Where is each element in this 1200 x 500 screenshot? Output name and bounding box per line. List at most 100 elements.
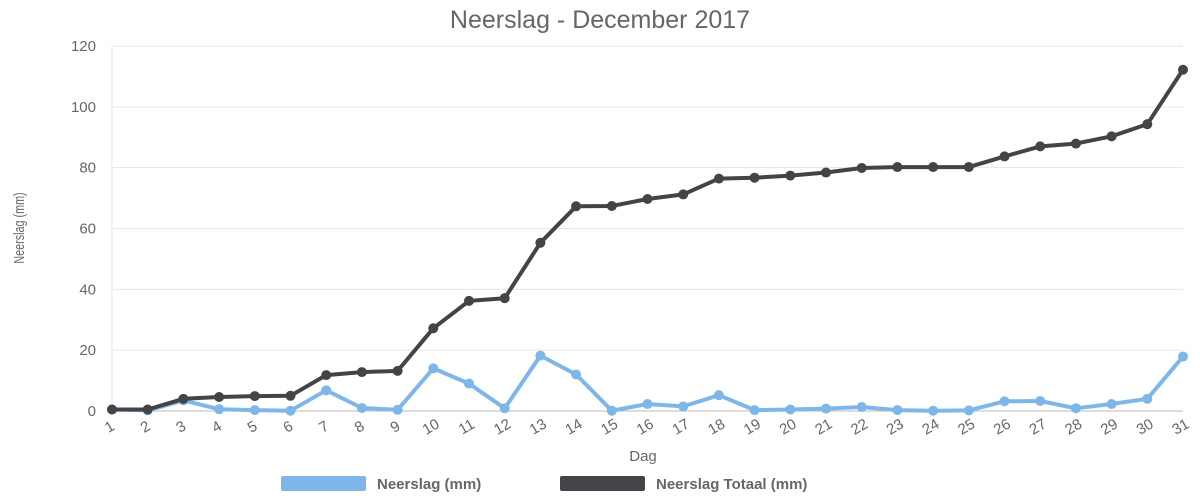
y-tick-label: 0 (88, 403, 96, 420)
data-point[interactable] (285, 405, 296, 416)
data-point[interactable] (713, 173, 724, 184)
data-point[interactable] (892, 162, 903, 173)
data-point[interactable] (214, 392, 225, 403)
x-tick-label: 20 (777, 416, 800, 439)
data-point[interactable] (392, 365, 403, 376)
data-point[interactable] (571, 369, 582, 380)
x-tick-label: 28 (1062, 416, 1085, 439)
data-point[interactable] (963, 405, 974, 416)
data-point[interactable] (1070, 138, 1081, 149)
data-point[interactable] (214, 404, 225, 415)
data-point[interactable] (392, 404, 403, 415)
x-tick-label: 10 (420, 416, 443, 439)
x-tick-label: 23 (884, 416, 907, 439)
x-tick-label: 24 (919, 416, 942, 439)
data-point[interactable] (356, 402, 367, 413)
x-tick-label: 1 (102, 418, 118, 437)
data-point[interactable] (606, 405, 617, 416)
series-layer (107, 64, 1188, 416)
data-point[interactable] (1178, 64, 1188, 75)
x-tick-label: 12 (491, 416, 514, 439)
x-axis-ticks: 1 2 3 4 5 6 7 8 9 10 11 12 13 14 15 16 17 18 19 20 21 22 23 24 2… (102, 416, 1192, 439)
data-point[interactable] (1178, 351, 1188, 362)
x-tick-label: 18 (705, 416, 728, 439)
y-tick-label: 60 (79, 221, 96, 238)
y-tick-label: 100 (71, 99, 96, 116)
data-point[interactable] (428, 323, 439, 334)
data-point[interactable] (928, 162, 939, 173)
data-point[interactable] (928, 405, 939, 416)
x-tick-label: 21 (812, 416, 835, 439)
x-tick-label: 25 (955, 416, 978, 439)
data-point[interactable] (999, 151, 1010, 162)
x-tick-label: 14 (562, 416, 585, 439)
data-point[interactable] (107, 404, 117, 415)
x-tick-label: 9 (387, 418, 403, 437)
x-tick-label: 4 (209, 418, 225, 437)
x-tick-label: 17 (669, 416, 692, 439)
x-tick-label: 19 (741, 416, 764, 439)
data-point[interactable] (642, 193, 653, 204)
data-point[interactable] (821, 403, 831, 414)
legend-swatch-neerslag-totaal[interactable] (560, 476, 645, 491)
legend-label-neerslag[interactable]: Neerslag (mm) (377, 476, 481, 493)
data-point[interactable] (535, 237, 546, 248)
x-axis-label: Dag (629, 448, 657, 465)
x-tick-label: 2 (138, 418, 154, 437)
data-point[interactable] (963, 162, 974, 173)
data-point[interactable] (1070, 403, 1081, 414)
data-point[interactable] (856, 162, 867, 173)
x-tick-label: 13 (527, 416, 550, 439)
data-point[interactable] (499, 403, 510, 414)
y-tick-label: 80 (79, 160, 96, 177)
data-point[interactable] (606, 200, 617, 211)
data-point[interactable] (856, 402, 867, 413)
data-point[interactable] (678, 189, 689, 200)
chart-title: Neerslag - December 2017 (450, 6, 750, 34)
data-point[interactable] (1035, 141, 1046, 152)
x-tick-label: 5 (245, 418, 261, 437)
data-point[interactable] (785, 404, 796, 415)
x-tick-label: 8 (352, 418, 368, 437)
x-tick-label: 7 (316, 418, 332, 437)
data-point[interactable] (678, 401, 689, 412)
data-point[interactable] (1106, 131, 1117, 142)
data-point[interactable] (1142, 119, 1153, 130)
data-point[interactable] (1035, 395, 1046, 406)
data-point[interactable] (642, 399, 653, 410)
data-point[interactable] (749, 405, 760, 416)
data-point[interactable] (1142, 393, 1153, 404)
legend-swatch-neerslag[interactable] (281, 476, 366, 491)
data-point[interactable] (178, 393, 189, 404)
data-point[interactable] (821, 167, 831, 178)
data-point[interactable] (535, 350, 546, 361)
data-point[interactable] (749, 172, 760, 183)
legend: Neerslag (mm) Neerslag Totaal (mm) (281, 476, 807, 493)
data-point[interactable] (142, 404, 153, 415)
legend-label-neerslag-totaal[interactable]: Neerslag Totaal (mm) (656, 476, 807, 493)
data-point[interactable] (428, 363, 439, 374)
data-point[interactable] (713, 390, 724, 401)
x-tick-label: 29 (1098, 416, 1121, 439)
y-axis-label: Neerslag (mm) (10, 192, 27, 263)
data-point[interactable] (464, 295, 474, 306)
data-point[interactable] (249, 391, 260, 402)
y-tick-label: 40 (79, 281, 96, 298)
data-point[interactable] (892, 405, 903, 416)
data-point[interactable] (499, 293, 510, 304)
x-tick-label: 22 (848, 416, 871, 439)
x-tick-label: 16 (634, 416, 657, 439)
y-tick-label: 20 (79, 342, 96, 359)
data-point[interactable] (285, 390, 296, 401)
x-tick-label: 11 (456, 416, 478, 439)
series-line (110, 67, 1185, 412)
data-point[interactable] (321, 385, 332, 396)
data-point[interactable] (1106, 399, 1117, 410)
data-point[interactable] (249, 405, 260, 416)
data-point[interactable] (785, 170, 796, 181)
data-point[interactable] (321, 370, 332, 381)
data-point[interactable] (356, 367, 367, 378)
data-point[interactable] (999, 396, 1010, 407)
data-point[interactable] (464, 378, 474, 389)
data-point[interactable] (571, 201, 582, 212)
